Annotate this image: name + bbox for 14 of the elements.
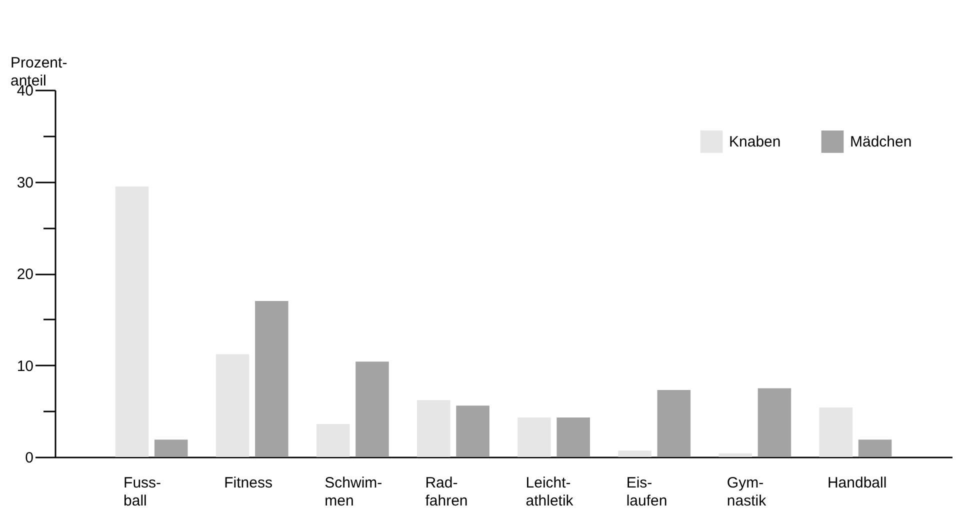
x-tick-label: Leicht- athletik: [526, 474, 574, 510]
x-tick-label: Fitness: [224, 474, 272, 492]
y-tick-label: 0: [25, 450, 34, 466]
x-tick-label: Fuss- ball: [124, 474, 162, 510]
y-tick-label: 20: [16, 266, 34, 283]
legend-label: Mädchen: [850, 134, 912, 151]
x-tick-label: Schwim- men: [324, 474, 382, 510]
y-tick-label: 10: [16, 358, 34, 375]
x-tick-label: Rad- fahren: [425, 474, 468, 510]
x-tick-label: Handball: [827, 474, 887, 492]
legend-label: Knaben: [729, 134, 781, 151]
y-tick-label: 30: [16, 174, 34, 192]
x-tick-label: Gym- nastik: [726, 474, 767, 510]
x-tick-label: Eis- laufen: [626, 474, 668, 510]
